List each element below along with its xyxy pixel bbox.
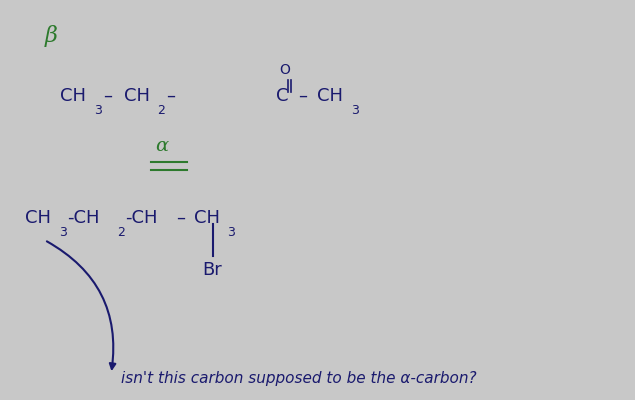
Text: CH: CH <box>124 87 150 105</box>
Text: CH: CH <box>318 87 344 105</box>
Text: 2: 2 <box>117 226 125 238</box>
Text: O: O <box>279 63 290 77</box>
Text: Br: Br <box>202 261 222 279</box>
Text: -CH: -CH <box>125 209 157 227</box>
Text: isn't this carbon supposed to be the α-carbon?: isn't this carbon supposed to be the α-c… <box>121 370 476 386</box>
Text: –: – <box>298 87 307 105</box>
Text: C: C <box>276 87 289 105</box>
Text: CH: CH <box>60 87 86 105</box>
Text: α: α <box>156 137 169 155</box>
Text: 3: 3 <box>59 226 67 238</box>
FancyArrowPatch shape <box>47 241 116 369</box>
Text: –: – <box>177 209 185 227</box>
Text: CH: CH <box>194 209 220 227</box>
Text: 2: 2 <box>157 104 165 116</box>
Text: β: β <box>44 25 57 47</box>
Text: 3: 3 <box>351 104 359 116</box>
Text: –: – <box>166 87 175 105</box>
Text: -CH: -CH <box>67 209 99 227</box>
Text: 3: 3 <box>227 226 235 238</box>
Text: CH: CH <box>25 209 51 227</box>
Text: 3: 3 <box>94 104 102 116</box>
Text: –: – <box>104 87 112 105</box>
